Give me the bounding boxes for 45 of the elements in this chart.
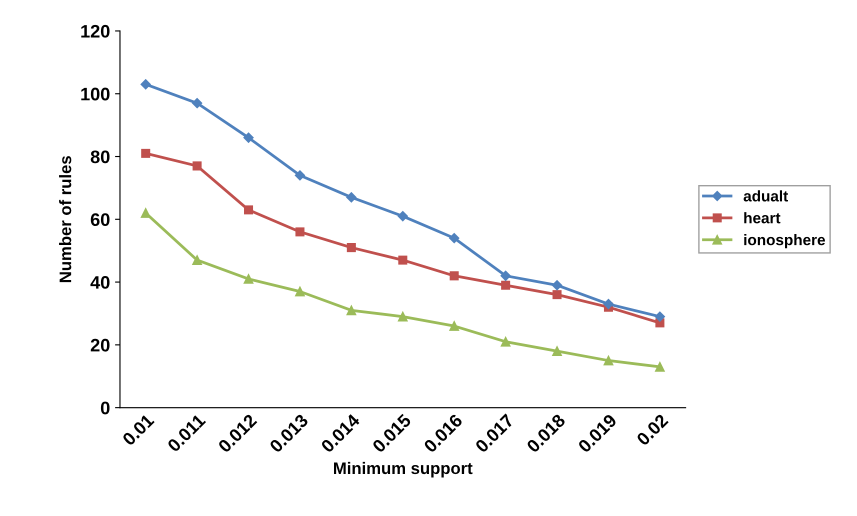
point: [398, 312, 408, 322]
point: [346, 305, 356, 316]
point: [140, 79, 151, 90]
point: [140, 208, 151, 218]
x-tick-label: 0.02: [636, 413, 669, 446]
y-axis-title: Number of rules: [59, 156, 72, 282]
point: [450, 271, 459, 280]
x-tick-label: 0.01: [122, 413, 155, 446]
point: [244, 205, 254, 214]
y-tick-label: 120: [81, 24, 110, 38]
y-tick-label: 40: [90, 276, 110, 289]
point: [244, 274, 254, 284]
point: [294, 170, 306, 180]
x-axis-title: Minimum support: [334, 462, 472, 478]
point: [192, 161, 202, 170]
point: [346, 192, 356, 202]
point: [449, 321, 460, 331]
point: [295, 227, 304, 236]
point: [192, 98, 202, 108]
point: [500, 336, 510, 347]
y-tick-label: 60: [90, 213, 110, 226]
point: [654, 311, 666, 322]
point: [243, 132, 254, 143]
point: [398, 256, 408, 265]
point: [398, 211, 408, 222]
point: [604, 356, 614, 366]
legend-label: heart: [744, 212, 780, 224]
point: [295, 286, 305, 296]
point: [552, 280, 562, 290]
y-tick-label: 100: [81, 88, 110, 100]
point: [500, 270, 511, 281]
point: [501, 280, 510, 290]
point: [603, 298, 614, 310]
point: [192, 255, 202, 265]
point: [552, 290, 562, 300]
point: [655, 362, 665, 372]
legend-label: adualt: [744, 190, 788, 202]
legend-label: ionosphere: [744, 234, 826, 248]
point: [346, 243, 356, 252]
y-tick-label: 0: [100, 402, 110, 414]
point: [552, 346, 562, 356]
y-tick-label: 80: [90, 150, 110, 164]
point: [449, 233, 460, 244]
point: [141, 148, 150, 158]
y-tick-label: 20: [90, 338, 110, 352]
